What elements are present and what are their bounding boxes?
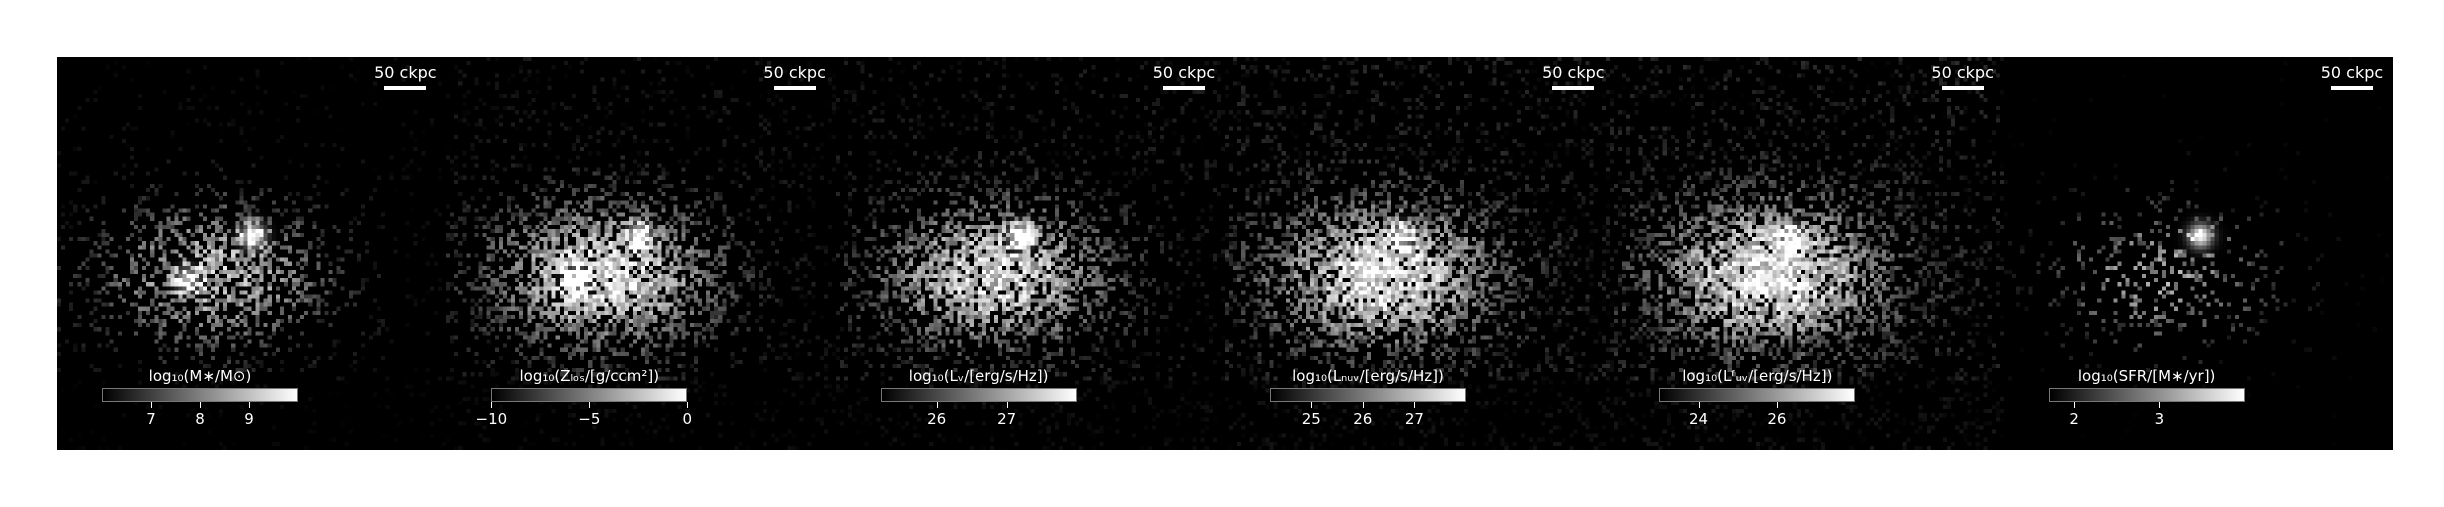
- colorbar-tick-mark: [200, 402, 201, 408]
- scale-bar-line: [384, 86, 427, 90]
- panel-luminosity-v: 50 ckpc log₁₀(Lᵥ/[erg/s/Hz]) 26 27: [835, 57, 1225, 450]
- panel-stellar-mass: 50 ckpc log₁₀(M∗/M⊙) 7 8 9: [57, 57, 447, 450]
- scale-bar: 50 ckpc: [760, 63, 830, 90]
- colorbar-ticks: 26 27: [881, 402, 1077, 428]
- colorbar-tick-label: 3: [2154, 410, 2165, 428]
- scale-bar-label: 50 ckpc: [1152, 63, 1216, 82]
- colorbar-label: log₁₀(Lᶠᵤᵥ/[erg/s/Hz]): [1682, 367, 1833, 385]
- scale-bar: 50 ckpc: [1538, 63, 1608, 90]
- scale-bar: 50 ckpc: [1928, 63, 1998, 90]
- colorbar-tick-label: 2: [2069, 410, 2079, 428]
- colorbar-tick-mark: [1414, 402, 1416, 408]
- map-image-metallicity: [446, 57, 836, 450]
- panel-luminosity-fuv: 50 ckpc log₁₀(Lᶠᵤᵥ/[erg/s/Hz]) 24 26: [1614, 57, 2004, 450]
- scale-bar-line: [1552, 86, 1595, 90]
- colorbar: log₁₀(Lₙᵤᵥ/[erg/s/Hz]) 25 26 27: [1269, 367, 1466, 428]
- colorbar-tick-label: 26: [927, 410, 947, 428]
- colorbar-tick-mark: [1698, 402, 1700, 408]
- colorbar-tick-mark: [491, 402, 493, 408]
- colorbar-tick-label: 26: [1353, 410, 1373, 428]
- map-image-star-formation-rate: [2003, 57, 2393, 450]
- colorbar: log₁₀(SFR/[M∗/yr]) 2 3: [2048, 367, 2245, 428]
- colorbar-ticks: 7 8 9: [102, 402, 298, 428]
- scale-bar-line: [1162, 86, 1205, 90]
- scale-bar-label: 50 ckpc: [2320, 63, 2384, 82]
- colorbar-tick-label: −5: [578, 410, 601, 428]
- colorbar-label: log₁₀(SFR/[M∗/yr]): [2077, 367, 2216, 385]
- colorbar-tick-mark: [1362, 402, 1364, 408]
- image-strip: 50 ckpc log₁₀(M∗/M⊙) 7 8 9 50 ckpc log₁₀(Zₗₒₛ/…: [57, 57, 2393, 450]
- colorbar-tick-label: 7: [146, 410, 156, 428]
- map-image-luminosity-fuv: [1614, 57, 2004, 450]
- colorbar-tick-mark: [1006, 402, 1008, 408]
- colorbar-tick-mark: [249, 402, 250, 408]
- colorbar-ticks: 25 26 27: [1270, 402, 1466, 428]
- colorbar-tick-label: 9: [244, 410, 254, 428]
- scale-bar-label: 50 ckpc: [1931, 63, 1994, 82]
- map-image-stellar-mass: [57, 57, 447, 450]
- colorbar-tick-mark: [1311, 402, 1313, 408]
- panel-metallicity: 50 ckpc log₁₀(Zₗₒₛ/[g/ccm²]) −10 −5 0: [446, 57, 836, 450]
- scale-bar-label: 50 ckpc: [1542, 63, 1605, 82]
- colorbar-gradient: [102, 388, 298, 402]
- panel-star-formation-rate: 50 ckpc log₁₀(SFR/[M∗/yr]) 2 3: [2003, 57, 2393, 450]
- colorbar-label: log₁₀(Zₗₒₛ/[g/ccm²]): [519, 367, 660, 385]
- colorbar-tick-label: 26: [1767, 410, 1787, 428]
- colorbar-tick-mark: [151, 402, 152, 408]
- map-image-luminosity-v: [835, 57, 1225, 450]
- scale-bar: 50 ckpc: [1149, 63, 1219, 90]
- colorbar: log₁₀(Lᶠᵤᵥ/[erg/s/Hz]) 24 26: [1659, 367, 1856, 428]
- colorbar-gradient: [1659, 388, 1856, 402]
- colorbar-tick-label: 0: [682, 410, 693, 428]
- colorbar: log₁₀(Lᵥ/[erg/s/Hz]) 26 27: [880, 367, 1077, 428]
- scale-bar-line: [773, 86, 816, 90]
- colorbar: log₁₀(M∗/M⊙) 7 8 9: [102, 367, 298, 428]
- scale-bar-line: [2330, 86, 2373, 90]
- colorbar-gradient: [880, 388, 1077, 402]
- scale-bar-label: 50 ckpc: [763, 63, 826, 82]
- colorbar-tick-label: 24: [1688, 410, 1709, 428]
- colorbar-tick-mark: [2159, 402, 2161, 408]
- colorbar-tick-mark: [1776, 402, 1778, 408]
- colorbar: log₁₀(Zₗₒₛ/[g/ccm²]) −10 −5 0: [476, 367, 693, 428]
- panel-luminosity-nuv: 50 ckpc log₁₀(Lₙᵤᵥ/[erg/s/Hz]) 25 26 27: [1224, 57, 1615, 450]
- map-image-luminosity-nuv: [1224, 57, 1615, 450]
- colorbar-label: log₁₀(M∗/M⊙): [148, 367, 252, 385]
- colorbar-tick-mark: [687, 402, 689, 408]
- colorbar-tick-label: 25: [1301, 410, 1321, 428]
- scale-bar: 50 ckpc: [370, 63, 440, 90]
- colorbar-gradient: [2048, 388, 2245, 402]
- colorbar-label: log₁₀(Lᵥ/[erg/s/Hz]): [908, 367, 1049, 385]
- colorbar-ticks: −10 −5 0: [476, 402, 692, 428]
- colorbar-tick-label: 27: [1404, 410, 1424, 428]
- scale-bar-line: [1941, 86, 1984, 90]
- colorbar-tick-label: 8: [195, 410, 205, 428]
- colorbar-tick-label: −10: [475, 410, 508, 428]
- colorbar-ticks: 24 26: [1659, 402, 1855, 428]
- colorbar-tick-label: 27: [997, 410, 1017, 428]
- colorbar-tick-mark: [936, 402, 938, 408]
- colorbar-tick-mark: [2074, 402, 2076, 408]
- scale-bar-label: 50 ckpc: [374, 63, 437, 82]
- colorbar-gradient: [491, 388, 688, 402]
- colorbar-label: log₁₀(Lₙᵤᵥ/[erg/s/Hz]): [1292, 367, 1444, 385]
- colorbar-gradient: [1269, 388, 1466, 402]
- colorbar-tick-mark: [589, 402, 591, 408]
- scale-bar: 50 ckpc: [2317, 63, 2387, 90]
